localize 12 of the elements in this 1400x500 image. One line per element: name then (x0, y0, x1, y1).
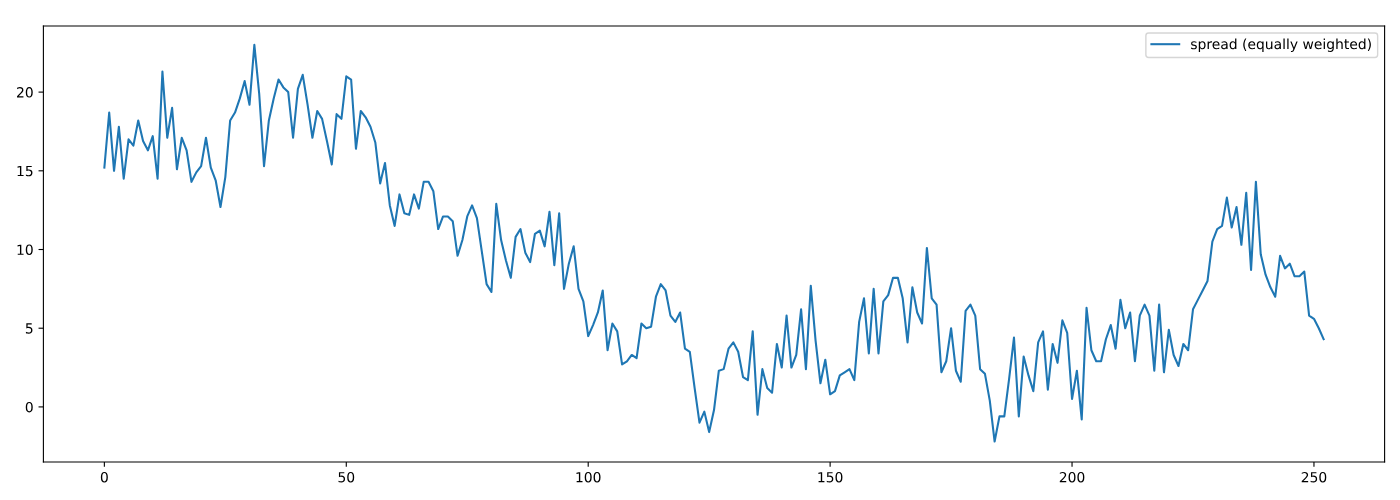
y-tick-label: 15 (17, 165, 33, 177)
x-tick-label: 200 (1059, 471, 1085, 483)
x-tick-label: 150 (818, 471, 843, 483)
y-tick-label: 10 (17, 244, 33, 255)
x-tick-label: 100 (576, 471, 601, 483)
y-tick-label: 0 (25, 401, 33, 413)
y-tick-label: 20 (17, 87, 33, 98)
legend-label: spread (equally weighted) (1191, 38, 1371, 52)
x-tick-label: 250 (1301, 471, 1327, 483)
x-tick-label: 50 (338, 471, 355, 483)
x-tick-label: 0 (100, 471, 108, 483)
y-tick-label: 5 (25, 323, 33, 334)
